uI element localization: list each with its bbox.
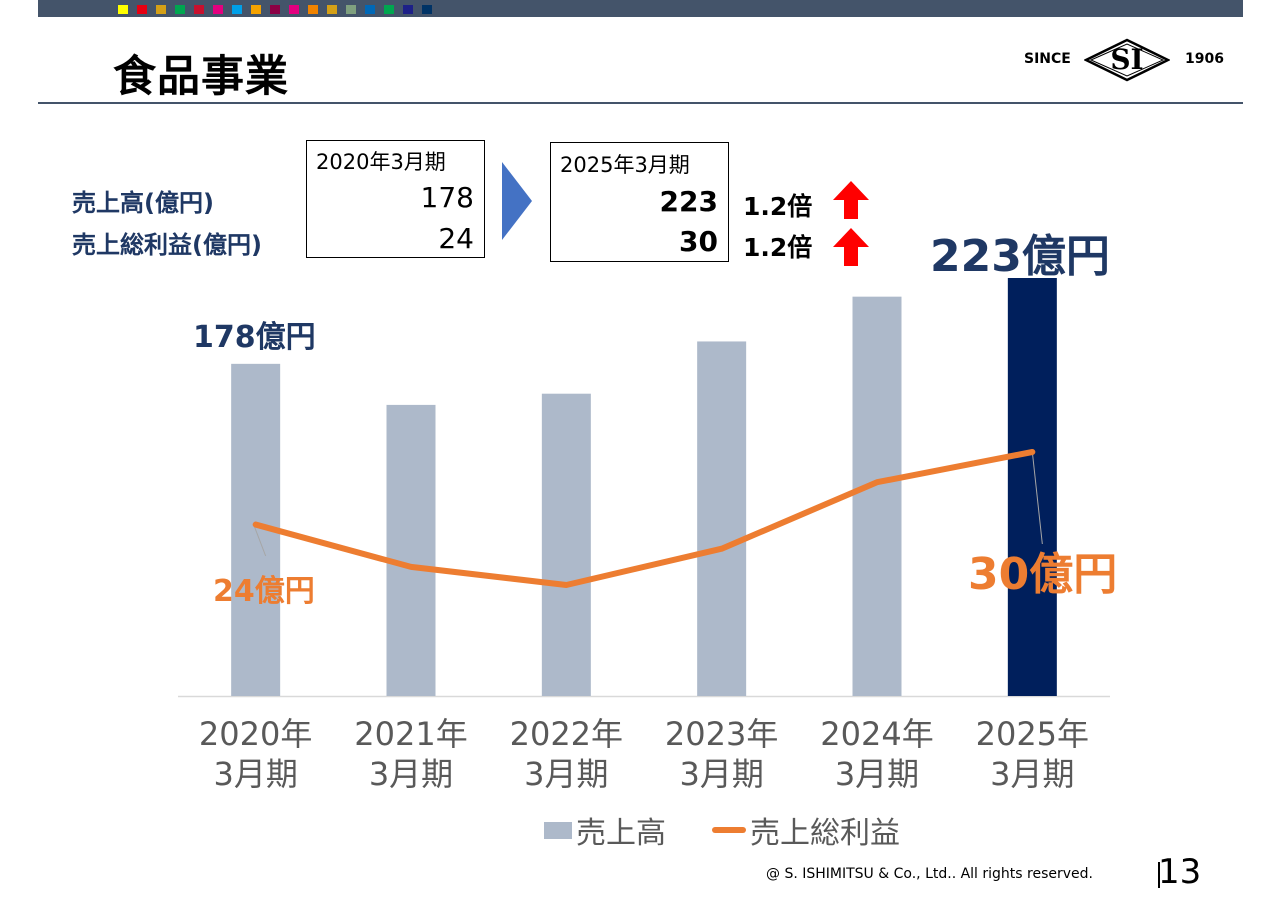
color-swatch: [137, 5, 147, 14]
point-gross-profit-5: [1030, 450, 1035, 454]
logo-since-text: SINCE: [1024, 51, 1071, 67]
box-2025-header: 2025年3月期: [560, 153, 690, 177]
point-gross-profit-4: [875, 480, 879, 485]
point-gross-profit-3: [719, 546, 724, 551]
box-2025-gross-profit: 30: [679, 225, 718, 258]
page-number-divider: [1158, 862, 1160, 888]
up-arrow-icon: [833, 228, 869, 266]
si-diamond-logo-icon: SI: [1084, 38, 1170, 82]
color-swatch: [251, 5, 261, 14]
x-tick-label-5: 2025年 3月期: [975, 715, 1090, 793]
bar-sales-5: [1007, 278, 1057, 696]
label-sales-2020: 178億円: [193, 320, 316, 355]
color-swatch-strip: [118, 5, 432, 14]
page-number: 13: [1158, 852, 1202, 892]
bar-sales-4: [852, 296, 902, 696]
x-tick-label-1: 2021年 3月期: [354, 715, 468, 793]
box-2020-header: 2020年3月期: [316, 150, 446, 174]
legend-label-gross-profit: 売上総利益: [750, 816, 900, 851]
x-tick-label-4: 2024年 3月期: [820, 715, 934, 793]
ratio-gross-profit: 1.2倍: [743, 233, 813, 262]
row-label-gross-profit: 売上総利益(億円): [72, 231, 262, 259]
leader-line-profit-2025: [1031, 451, 1043, 545]
x-tick-label-0: 2020年 3月期: [198, 715, 313, 793]
box-2020-sales: 178: [420, 181, 474, 214]
color-swatch: [422, 5, 432, 14]
legend-item-gross-profit: 売上総利益: [712, 808, 900, 852]
legend-swatch-line: [712, 827, 746, 833]
color-swatch: [308, 5, 318, 14]
bar-sales-3: [697, 341, 747, 696]
label-sales-2025: 223億円: [930, 231, 1110, 282]
ratio-sales: 1.2倍: [743, 192, 813, 221]
color-swatch: [384, 5, 394, 14]
x-tick-label-2: 2022年 3月期: [509, 715, 624, 793]
point-gross-profit-2: [564, 583, 569, 587]
company-logo: SINCE SI 1906: [1024, 38, 1224, 82]
comparison-box-2020: 2020年3月期 178 24: [306, 140, 485, 258]
legend-item-sales: 売上高: [544, 808, 666, 852]
color-swatch: [403, 5, 413, 14]
color-swatch: [213, 5, 223, 14]
top-banner: [38, 0, 1243, 17]
line-gross-profit: [252, 449, 1036, 588]
chart-legend: 売上高 売上総利益: [0, 808, 1280, 851]
label-profit-2020: 24億円: [213, 574, 315, 609]
copyright-notice: @ S. ISHIMITSU & Co., Ltd.. All rights r…: [766, 866, 1093, 882]
color-swatch: [365, 5, 375, 14]
box-2025-sales: 223: [659, 185, 718, 218]
box-2020-gross-profit: 24: [438, 222, 474, 255]
leader-line-profit-2020: [253, 524, 267, 557]
color-swatch: [118, 5, 128, 14]
color-swatch: [270, 5, 280, 14]
color-swatch: [346, 5, 356, 14]
logo-year-text: 1906: [1185, 51, 1224, 67]
arrow-right-triangle-icon: [502, 162, 532, 240]
point-gross-profit-1: [409, 564, 413, 569]
title-divider: [38, 102, 1243, 104]
up-arrow-icon: [833, 181, 869, 219]
color-swatch: [232, 5, 242, 14]
legend-swatch-bar: [544, 821, 572, 839]
color-swatch: [289, 5, 299, 14]
row-label-sales: 売上高(億円): [72, 189, 214, 217]
color-swatch: [194, 5, 204, 14]
label-profit-2025: 30億円: [968, 549, 1118, 600]
legend-label-sales: 売上高: [576, 816, 666, 851]
x-tick-label-3: 2023年 3月期: [664, 715, 779, 793]
color-swatch: [175, 5, 185, 14]
bar-sales-1: [386, 404, 436, 696]
comparison-box-2025: 2025年3月期 223 30: [550, 142, 729, 262]
point-gross-profit-0: [253, 522, 258, 527]
color-swatch: [327, 5, 337, 14]
bar-sales-2: [541, 393, 591, 696]
page-title: 食品事業: [113, 52, 289, 102]
logo-mark-text: SI: [1110, 43, 1143, 76]
color-swatch: [156, 5, 166, 14]
